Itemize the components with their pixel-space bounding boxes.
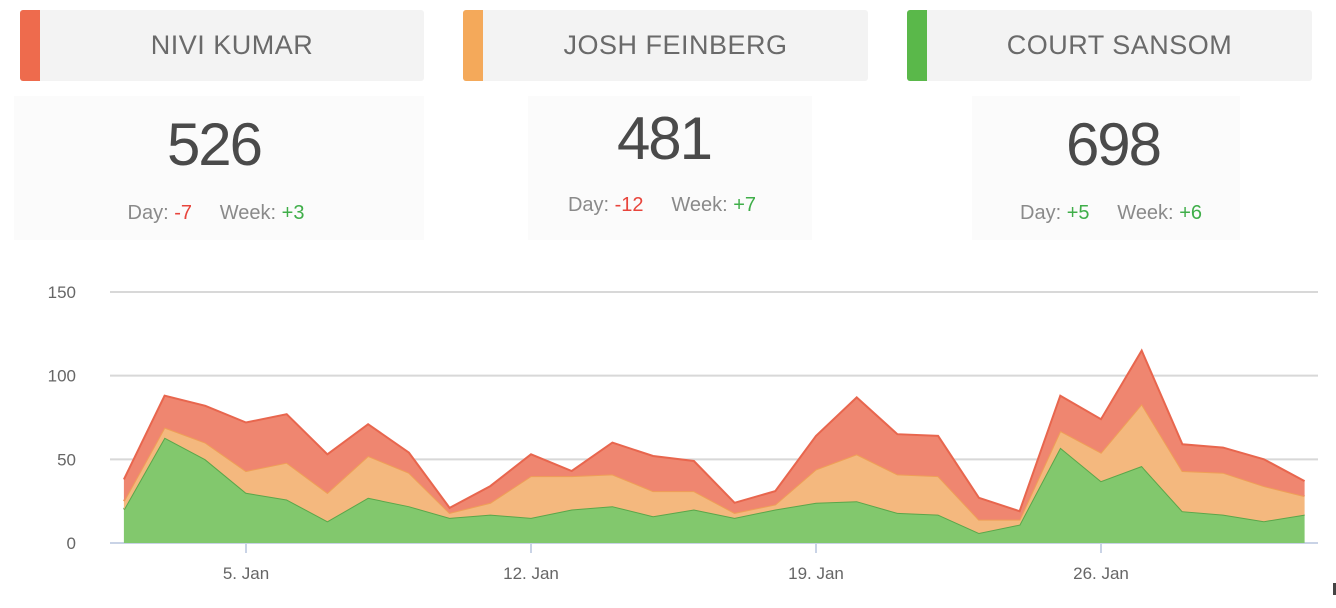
tab-court-sansom[interactable]: COURT SANSOM xyxy=(907,10,1312,81)
y-tick-label: 0 xyxy=(67,534,76,553)
tab-label: JOSH FEINBERG xyxy=(563,30,788,60)
week-label: Week: xyxy=(219,202,277,224)
week-label: Week: xyxy=(1117,202,1174,224)
week-value: +7 xyxy=(733,194,757,216)
tab-label: NIVI KUMAR xyxy=(150,30,314,60)
day-value: +5 xyxy=(1066,202,1090,224)
x-tick-label: 5. Jan xyxy=(223,564,269,583)
stat-card-nivi-kumar: 526 Day: -7 Week: +3 xyxy=(14,96,424,240)
day-label: Day: xyxy=(1020,202,1062,224)
area-nivi-kumar xyxy=(123,350,1305,520)
total-count: 526 xyxy=(166,111,263,178)
delta-line: Day: +5 Week: +6 xyxy=(982,202,1240,225)
week-label: Week: xyxy=(671,194,728,216)
line-nivi-kumar xyxy=(123,348,1306,513)
josh-feinberg-color-swatch xyxy=(463,10,483,81)
tab-label: COURT SANSOM xyxy=(1006,30,1233,60)
week-value: +6 xyxy=(1179,202,1202,224)
x-tick-label: 19. Jan xyxy=(788,564,844,583)
tab-nivi-kumar[interactable]: NIVI KUMAR xyxy=(20,10,424,81)
day-label: Day: xyxy=(127,202,169,224)
x-tick-label: 26. Jan xyxy=(1073,564,1129,583)
tab-josh-feinberg[interactable]: JOSH FEINBERG xyxy=(463,10,868,81)
stat-card-court-sansom: 698 Day: +5 Week: +6 xyxy=(972,96,1240,240)
stat-card-josh-feinberg: 481 Day: -12 Week: +7 xyxy=(528,96,812,240)
x-axis-ticks: 5. Jan 12. Jan 19. Jan 26. Jan xyxy=(223,543,1129,583)
week-value: +3 xyxy=(281,202,305,224)
day-value: -7 xyxy=(174,202,192,224)
delta-line: Day: -7 Week: +3 xyxy=(8,202,424,225)
area-court-sansom xyxy=(123,437,1305,543)
y-tick-label: 150 xyxy=(48,283,76,302)
y-axis-ticks: 0 50 100 150 xyxy=(48,283,76,553)
y-tick-label: 50 xyxy=(57,450,76,469)
nivi-kumar-color-swatch xyxy=(20,10,40,81)
stacked-area-chart: 0 50 100 150 5. Jan 12. Jan 19. Jan 26. Jan xyxy=(48,283,1318,583)
x-tick-label: 12. Jan xyxy=(503,564,559,583)
total-count: 698 xyxy=(1065,111,1162,178)
day-value: -12 xyxy=(614,194,644,216)
edge-mark xyxy=(1333,583,1336,595)
area-josh-feinberg xyxy=(123,404,1305,533)
area-series xyxy=(123,348,1306,543)
day-label: Day: xyxy=(567,194,610,216)
court-sansom-color-swatch xyxy=(907,10,927,81)
y-tick-label: 100 xyxy=(48,367,76,386)
delta-line: Day: -12 Week: +7 xyxy=(512,194,812,217)
total-count: 481 xyxy=(616,105,713,172)
